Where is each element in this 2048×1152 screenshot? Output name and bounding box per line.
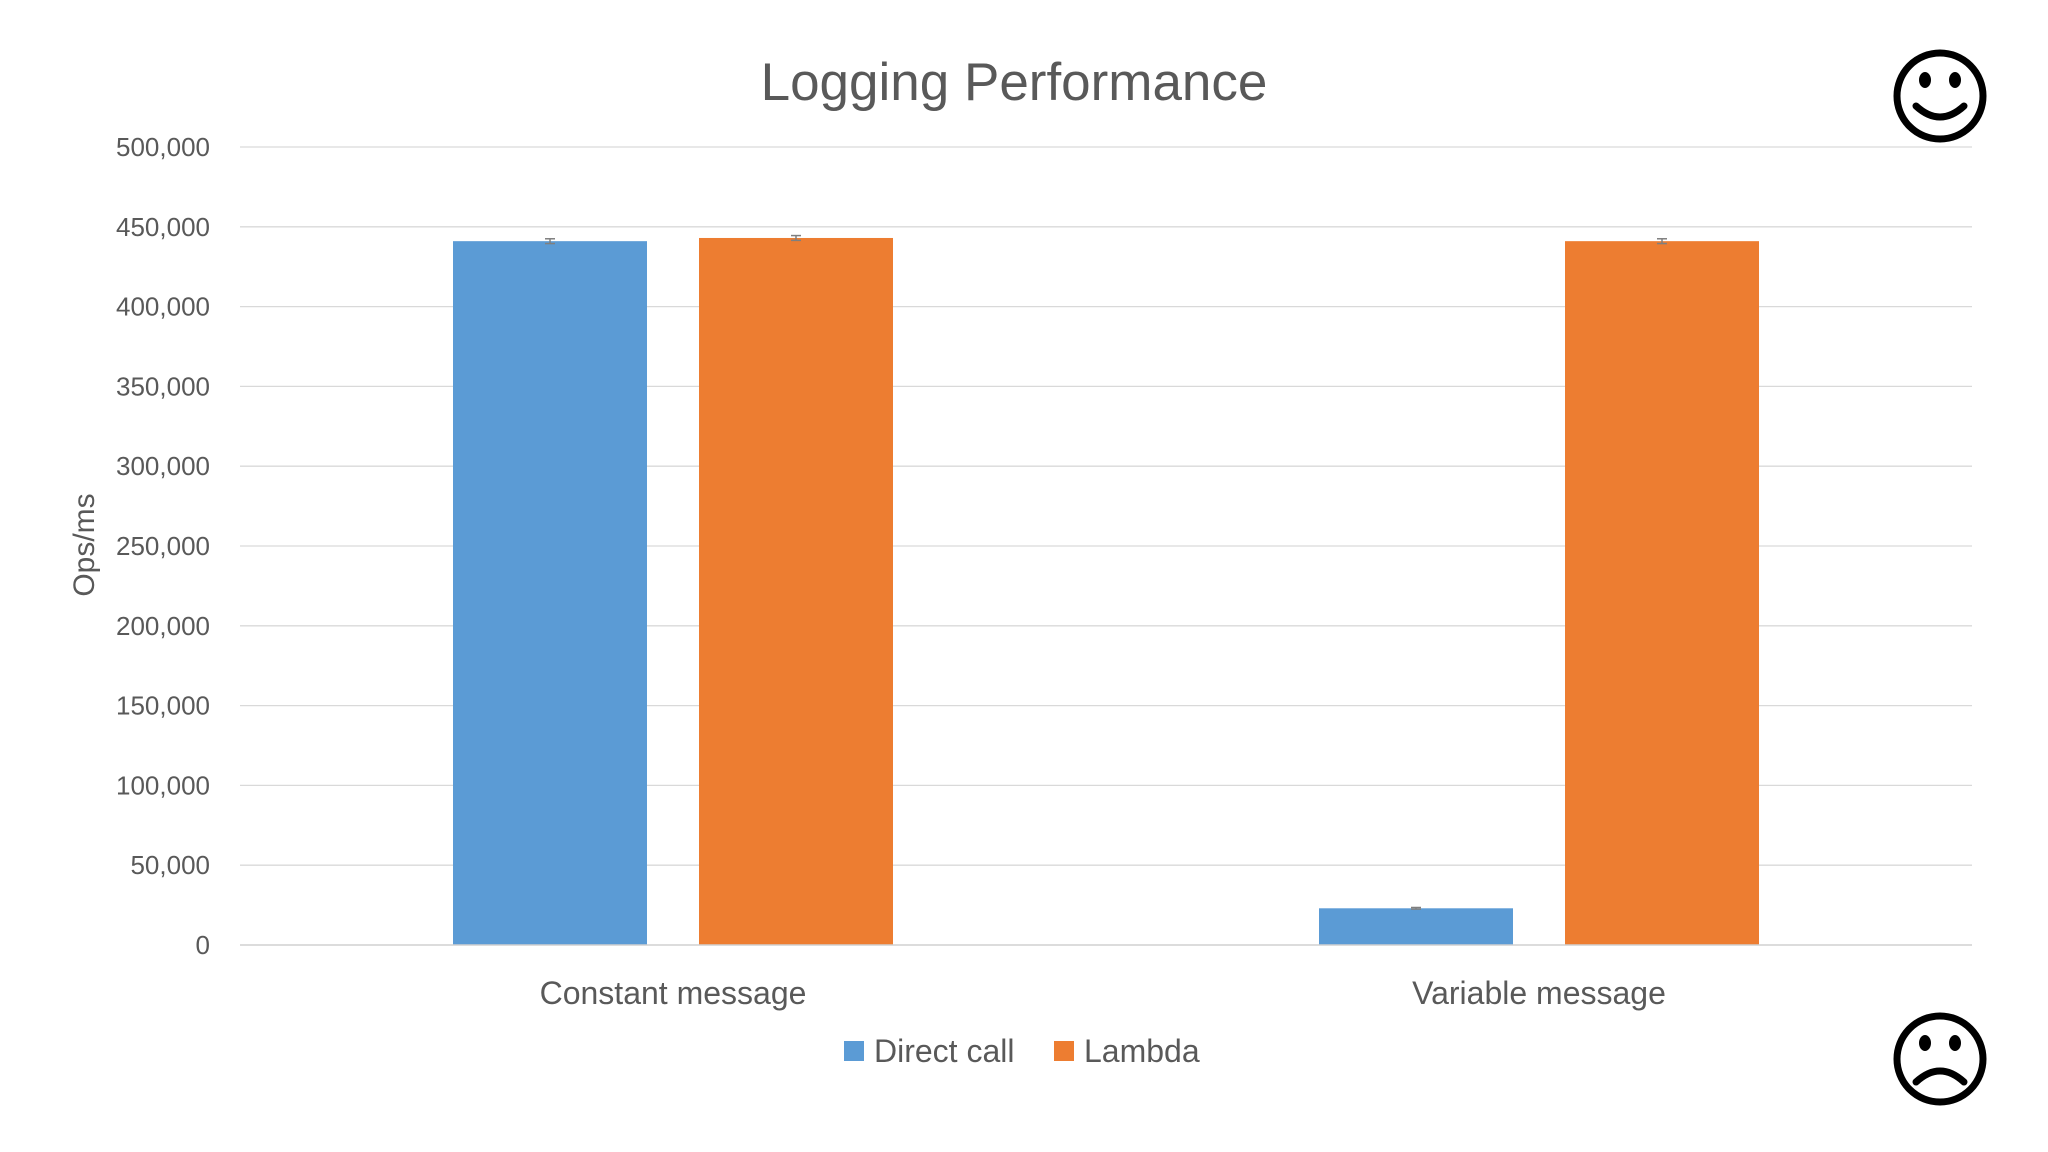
y-tick-label: 50,000 — [130, 850, 210, 880]
frowning-face-icon — [1893, 1012, 1987, 1106]
y-axis-title: Ops/ms — [68, 493, 101, 596]
legend: Direct call Lambda — [844, 1033, 1200, 1069]
bars — [453, 237, 1759, 946]
error-bars — [545, 234, 1667, 910]
x-category-label: Variable message — [1412, 975, 1666, 1011]
bar-lambda — [699, 237, 893, 946]
x-category-label: Constant message — [540, 975, 807, 1011]
bar-direct-call — [1319, 908, 1513, 945]
x-axis-categories: Constant message Variable message — [540, 975, 1666, 1011]
y-tick-label: 500,000 — [116, 132, 210, 162]
y-tick-label: 300,000 — [116, 451, 210, 481]
y-tick-label: 150,000 — [116, 691, 210, 721]
y-tick-label: 0 — [196, 930, 210, 960]
legend-swatch — [844, 1041, 864, 1061]
chart-title: Logging Performance — [761, 53, 1268, 112]
smiley-face-icon — [1893, 49, 1987, 143]
legend-label: Lambda — [1084, 1033, 1200, 1069]
y-tick-label: 100,000 — [116, 770, 210, 800]
bar-direct-call — [453, 241, 647, 945]
y-axis-ticks: 0 50,000 100,000 150,000 200,000 250,000 300,0… — [116, 132, 210, 960]
y-tick-label: 400,000 — [116, 292, 210, 322]
y-tick-label: 450,000 — [116, 212, 210, 242]
y-tick-label: 250,000 — [116, 531, 210, 561]
y-tick-label: 200,000 — [116, 611, 210, 641]
bar-lambda — [1565, 241, 1759, 945]
legend-label: Direct call — [874, 1033, 1014, 1069]
legend-swatch — [1054, 1041, 1074, 1061]
y-tick-label: 350,000 — [116, 371, 210, 401]
